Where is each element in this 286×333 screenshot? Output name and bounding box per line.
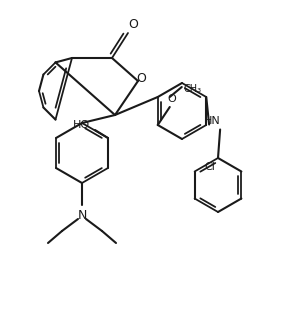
Text: O: O (167, 94, 176, 104)
Text: N: N (77, 209, 87, 222)
Text: HO: HO (73, 120, 90, 130)
Text: O: O (136, 72, 146, 85)
Text: HN: HN (204, 116, 221, 126)
Text: O: O (128, 19, 138, 32)
Text: CH₃: CH₃ (184, 84, 202, 94)
Text: Cl: Cl (204, 162, 215, 171)
